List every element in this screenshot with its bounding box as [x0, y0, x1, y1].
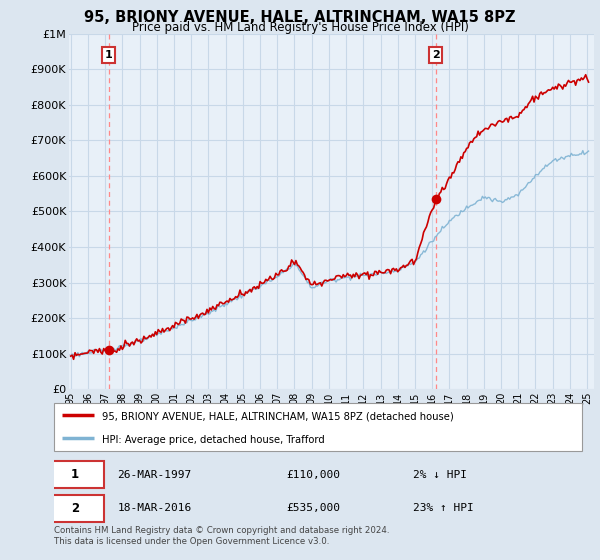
- FancyBboxPatch shape: [46, 494, 104, 522]
- Text: 26-MAR-1997: 26-MAR-1997: [118, 470, 191, 479]
- Text: £110,000: £110,000: [286, 470, 340, 479]
- FancyBboxPatch shape: [54, 403, 582, 451]
- Text: 18-MAR-2016: 18-MAR-2016: [118, 503, 191, 513]
- Text: Price paid vs. HM Land Registry's House Price Index (HPI): Price paid vs. HM Land Registry's House …: [131, 21, 469, 34]
- Text: 1: 1: [105, 50, 113, 60]
- Text: 2: 2: [71, 502, 79, 515]
- Text: 95, BRIONY AVENUE, HALE, ALTRINCHAM, WA15 8PZ: 95, BRIONY AVENUE, HALE, ALTRINCHAM, WA1…: [84, 10, 516, 25]
- Text: £535,000: £535,000: [286, 503, 340, 513]
- Text: 23% ↑ HPI: 23% ↑ HPI: [413, 503, 474, 513]
- Text: 95, BRIONY AVENUE, HALE, ALTRINCHAM, WA15 8PZ (detached house): 95, BRIONY AVENUE, HALE, ALTRINCHAM, WA1…: [101, 411, 453, 421]
- Text: 1: 1: [71, 468, 79, 481]
- Text: 2% ↓ HPI: 2% ↓ HPI: [413, 470, 467, 479]
- Text: HPI: Average price, detached house, Trafford: HPI: Average price, detached house, Traf…: [101, 435, 324, 445]
- FancyBboxPatch shape: [46, 461, 104, 488]
- Text: Contains HM Land Registry data © Crown copyright and database right 2024.
This d: Contains HM Land Registry data © Crown c…: [54, 526, 389, 546]
- Text: 2: 2: [432, 50, 440, 60]
